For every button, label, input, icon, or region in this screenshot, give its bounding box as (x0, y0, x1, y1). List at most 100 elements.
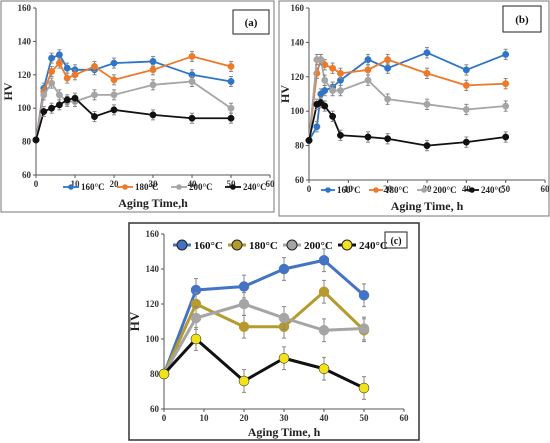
data-point (502, 102, 510, 110)
panel-label-box (384, 231, 408, 249)
data-point (149, 66, 157, 74)
data-point (32, 136, 40, 144)
y-tick-label: 80 (22, 137, 32, 147)
data-point (423, 100, 431, 108)
chart-panel-b: 60 80 100 120 140 160 0 10 20 30 40 50 60 Aging Time,… (278, 0, 550, 218)
chart-panel-a: 60 80 100 120 140 160 0 10 20 30 40 50 60 Aging Time,… (0, 0, 276, 214)
y-axis-title: HV (278, 85, 292, 103)
data-point (502, 80, 510, 88)
y-tick-label: 80 (295, 141, 305, 151)
data-point (188, 52, 196, 60)
y-tick-label: 100 (18, 103, 32, 113)
data-point (318, 363, 330, 374)
legend-marker (230, 184, 236, 190)
x-tick-label: 30 (149, 179, 159, 189)
y-tick-label: 140 (291, 37, 305, 47)
x-tick-label: 10 (200, 413, 210, 423)
data-point (110, 59, 118, 67)
x-tick-label: 20 (110, 179, 120, 189)
data-point (55, 59, 63, 67)
chart-svg: 60 80 100 120 140 160 0 10 20 30 40 50 60 Aging Time,… (0, 0, 276, 213)
legend-label: 180°C (249, 240, 278, 252)
x-tick-label: 20 (383, 184, 393, 194)
legend-marker (176, 184, 182, 190)
legend-label: 160°C (81, 182, 105, 192)
legend-label: 240°C (243, 182, 267, 192)
data-point (48, 68, 56, 75)
series-line (162, 258, 365, 375)
y-tick-label: 140 (146, 264, 160, 274)
data-point (55, 91, 63, 99)
data-point (358, 382, 370, 394)
data-point (71, 71, 79, 79)
data-point (337, 69, 344, 77)
data-point (238, 298, 250, 310)
x-tick-label: 10 (71, 179, 81, 189)
data-point (188, 114, 196, 122)
legend-marker (325, 187, 331, 193)
legend-marker (68, 184, 74, 190)
data-point (384, 56, 392, 64)
y-tick-label: 120 (18, 70, 32, 80)
y-tick-label: 160 (146, 229, 160, 239)
panel-label: (c) (390, 236, 401, 247)
data-point (278, 312, 290, 324)
data-point (40, 91, 48, 99)
y-tick-label: 60 (295, 175, 305, 185)
data-point (358, 290, 370, 301)
legend-marker (421, 187, 427, 193)
data-point (227, 114, 235, 122)
x-tick-label: 20 (240, 413, 250, 423)
data-point (238, 281, 250, 292)
data-point (71, 94, 79, 102)
legend-label: 180°C (385, 185, 409, 195)
legend-label: 160°C (194, 240, 223, 252)
x-tick-label: 50 (501, 184, 511, 194)
data-point (149, 111, 157, 119)
y-tick-label: 160 (291, 3, 305, 13)
data-point (384, 135, 392, 143)
data-point (321, 76, 329, 84)
data-point (423, 142, 431, 150)
x-tick-label: 60 (266, 179, 276, 189)
data-point (423, 69, 431, 77)
x-tick-label: 40 (188, 179, 198, 189)
data-point (227, 62, 235, 70)
data-point (190, 312, 202, 324)
data-point (462, 106, 470, 113)
panel-label: (b) (515, 14, 529, 26)
x-axis-title: Aging Time, h (391, 199, 464, 213)
legend-label: 240°C (481, 185, 505, 195)
legend-marker (176, 239, 188, 251)
data-point (321, 102, 329, 110)
legend-label: 200°C (433, 185, 457, 195)
data-point (149, 57, 157, 65)
data-point (318, 286, 330, 297)
data-point (329, 87, 337, 95)
x-tick-label: 60 (400, 413, 410, 423)
y-tick-label: 100 (146, 334, 160, 344)
y-tick-label: 120 (146, 299, 160, 309)
legend-label: 240°C (359, 240, 388, 252)
data-point (190, 333, 202, 345)
x-axis-title: Aging Time,h (118, 196, 188, 210)
legend-label: 180°C (135, 182, 159, 192)
data-point (462, 66, 470, 74)
data-point (321, 87, 329, 95)
legend-marker (341, 239, 353, 251)
y-tick-label: 140 (18, 36, 32, 46)
y-axis-title: HV (1, 82, 15, 100)
data-point (55, 101, 63, 109)
data-point (364, 76, 372, 84)
y-tick-label: 160 (18, 3, 32, 13)
data-point (63, 64, 71, 72)
legend-label: 160°C (337, 185, 361, 195)
data-point (364, 133, 372, 141)
data-point (329, 64, 337, 72)
data-point (158, 368, 170, 380)
data-point (317, 56, 325, 64)
data-point (462, 81, 470, 89)
data-point (318, 325, 330, 336)
data-point (48, 54, 56, 62)
data-point (305, 136, 313, 144)
